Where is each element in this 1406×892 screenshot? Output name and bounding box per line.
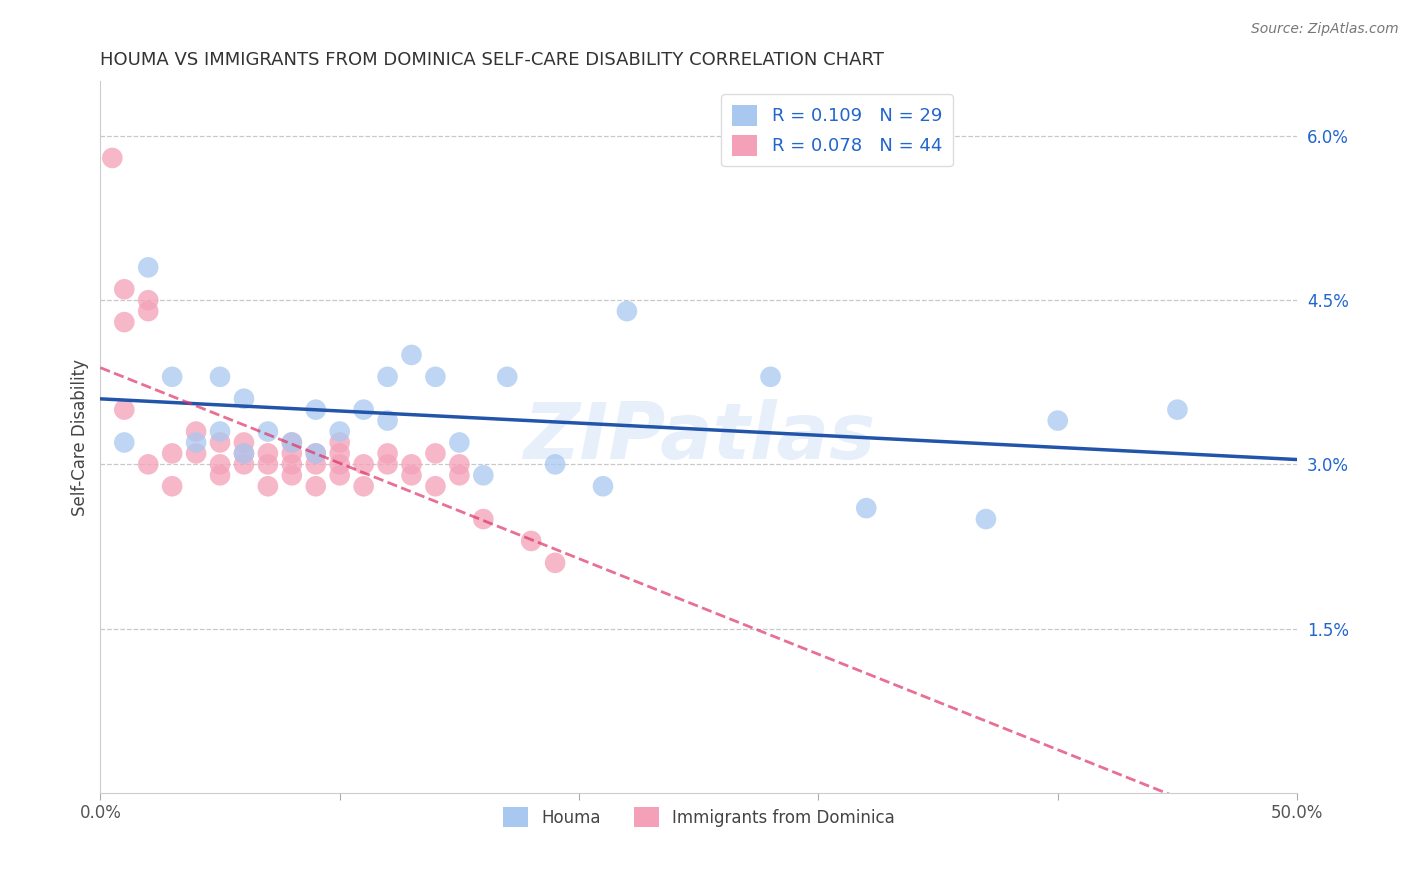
Point	[305, 446, 328, 460]
Point	[329, 425, 352, 439]
Point	[1046, 414, 1069, 428]
Point	[305, 402, 328, 417]
Point	[472, 468, 495, 483]
Point	[233, 458, 256, 472]
Point	[257, 458, 280, 472]
Point	[160, 369, 183, 384]
Point	[425, 446, 447, 460]
Point	[281, 446, 304, 460]
Legend: Houma, Immigrants from Dominica: Houma, Immigrants from Dominica	[496, 800, 901, 834]
Point	[136, 304, 159, 318]
Point	[208, 425, 231, 439]
Point	[544, 458, 567, 472]
Point	[974, 512, 997, 526]
Point	[305, 446, 328, 460]
Point	[377, 458, 399, 472]
Point	[136, 458, 159, 472]
Point	[449, 468, 471, 483]
Point	[160, 446, 183, 460]
Point	[305, 479, 328, 493]
Point	[257, 446, 280, 460]
Point	[281, 435, 304, 450]
Point	[101, 151, 124, 165]
Point	[233, 446, 256, 460]
Point	[281, 458, 304, 472]
Point	[305, 458, 328, 472]
Point	[184, 435, 207, 450]
Point	[112, 402, 135, 417]
Point	[449, 435, 471, 450]
Point	[112, 282, 135, 296]
Point	[208, 369, 231, 384]
Point	[233, 435, 256, 450]
Point	[425, 479, 447, 493]
Point	[184, 425, 207, 439]
Point	[401, 348, 423, 362]
Point	[353, 458, 375, 472]
Point	[329, 435, 352, 450]
Point	[208, 435, 231, 450]
Point	[233, 446, 256, 460]
Text: ZIPatlas: ZIPatlas	[523, 399, 875, 475]
Text: HOUMA VS IMMIGRANTS FROM DOMINICA SELF-CARE DISABILITY CORRELATION CHART: HOUMA VS IMMIGRANTS FROM DOMINICA SELF-C…	[100, 51, 884, 69]
Text: Source: ZipAtlas.com: Source: ZipAtlas.com	[1251, 22, 1399, 37]
Point	[233, 392, 256, 406]
Point	[281, 468, 304, 483]
Point	[353, 402, 375, 417]
Point	[855, 501, 877, 516]
Point	[544, 556, 567, 570]
Point	[425, 369, 447, 384]
Point	[592, 479, 614, 493]
Point	[329, 458, 352, 472]
Point	[401, 458, 423, 472]
Point	[112, 315, 135, 329]
Point	[112, 435, 135, 450]
Point	[759, 369, 782, 384]
Point	[616, 304, 638, 318]
Point	[496, 369, 519, 384]
Point	[1166, 402, 1188, 417]
Point	[257, 479, 280, 493]
Y-axis label: Self-Care Disability: Self-Care Disability	[72, 359, 89, 516]
Point	[208, 458, 231, 472]
Point	[329, 446, 352, 460]
Point	[136, 260, 159, 275]
Point	[401, 468, 423, 483]
Point	[377, 446, 399, 460]
Point	[257, 425, 280, 439]
Point	[281, 435, 304, 450]
Point	[520, 533, 543, 548]
Point	[208, 468, 231, 483]
Point	[136, 293, 159, 308]
Point	[184, 446, 207, 460]
Point	[472, 512, 495, 526]
Point	[449, 458, 471, 472]
Point	[353, 479, 375, 493]
Point	[377, 369, 399, 384]
Point	[329, 468, 352, 483]
Point	[160, 479, 183, 493]
Point	[377, 414, 399, 428]
